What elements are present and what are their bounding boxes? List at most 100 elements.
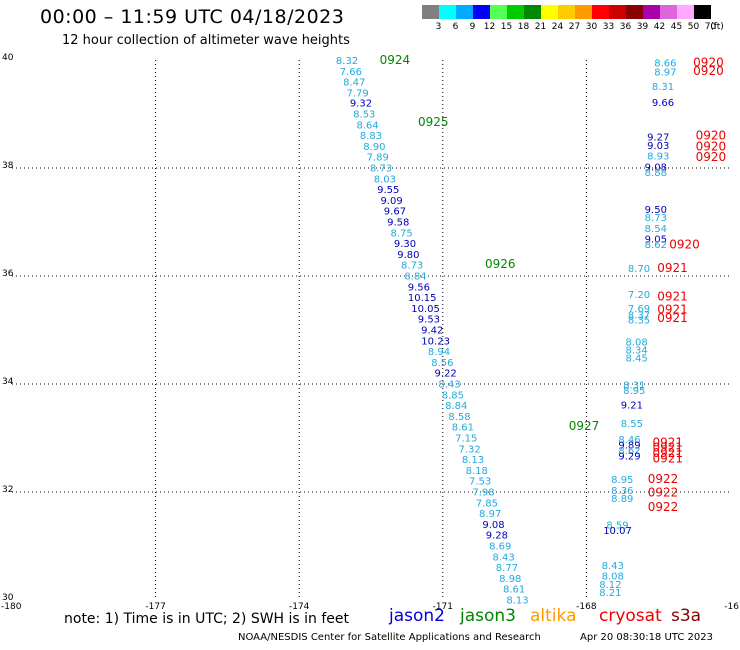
colorbar-label: 12 <box>483 22 496 32</box>
colorbar-swatch <box>660 5 677 19</box>
colorbar-swatch <box>473 5 490 19</box>
wave-height-label: 8.73 <box>370 163 392 174</box>
wave-height-label: 8.58 <box>448 412 470 423</box>
colorbar-swatch <box>422 5 439 19</box>
colorbar-swatch <box>677 5 694 19</box>
pass-time-label: 0921 <box>652 446 683 460</box>
colorbar-swatch <box>626 5 643 19</box>
pass-time-label: 0924 <box>380 53 411 67</box>
wave-height-label: 8.94 <box>428 347 450 358</box>
colorbar-label: 6 <box>452 22 459 32</box>
wave-height-label: 8.18 <box>466 466 488 477</box>
wave-height-label: 9.05 <box>645 235 667 246</box>
wave-height-label: 8.75 <box>391 228 413 239</box>
colorbar-label: 18 <box>517 22 530 32</box>
data-labels: 8.327.668.477.799.328.538.648.838.907.89… <box>336 53 726 606</box>
wave-height-label: 7.66 <box>340 67 362 78</box>
wave-height-label: 8.31 <box>652 82 674 93</box>
wave-height-label: 9.21 <box>621 401 643 412</box>
wave-height-label: 8.97 <box>479 509 501 520</box>
colorbar-swatch <box>575 5 592 19</box>
colorbar-label: 27 <box>568 22 581 32</box>
wave-height-label: 8.36 <box>611 486 633 497</box>
wave-height-label: 8.47 <box>343 78 365 89</box>
wave-height-label: 10.07 <box>603 526 632 537</box>
colorbar-swatch <box>524 5 541 19</box>
wave-height-label: 8.62 <box>645 240 667 251</box>
legend-item-jason3: jason3 <box>460 606 516 626</box>
colorbar-label: 42 <box>653 22 666 32</box>
pass-time-label: 0921 <box>652 452 683 466</box>
colorbar-label: 3 <box>435 22 442 32</box>
legend-item-s3a: s3a <box>671 606 702 626</box>
legend-item-cryosat: cryosat <box>599 606 662 626</box>
wave-height-label: 10.05 <box>411 304 440 315</box>
wave-height-label: 8.08 <box>602 572 624 583</box>
wave-height-label: 9.08 <box>482 520 504 531</box>
colorbar-label: 33 <box>602 22 615 32</box>
wave-height-label: 8.43 <box>492 552 514 563</box>
wave-height-label: 8.85 <box>442 390 464 401</box>
colorbar-label: 50 <box>687 22 700 32</box>
pass-time-label: 0922 <box>648 472 679 486</box>
pass-time-label: 0920 <box>693 56 724 70</box>
wave-height-label: 8.34 <box>626 345 648 356</box>
pass-time-label: 0920 <box>696 150 727 164</box>
wave-height-label: 8.37 <box>628 310 650 321</box>
y-tick-label: 34 <box>2 377 14 387</box>
pass-time-label: 0921 <box>652 435 683 449</box>
wave-height-label: 8.13 <box>462 455 484 466</box>
wave-height-label: 7.69 <box>628 304 650 315</box>
pass-time-label: 0920 <box>693 64 724 78</box>
wave-height-label: 8.43 <box>438 379 460 390</box>
colorbar-label: 15 <box>500 22 513 32</box>
wave-height-label: 8.93 <box>647 152 669 163</box>
wave-height-label: 8.69 <box>489 541 511 552</box>
wave-height-label: 8.89 <box>611 494 633 505</box>
pass-time-label: 0921 <box>657 261 688 275</box>
pass-time-label: 0921 <box>657 311 688 325</box>
x-tick-label: -168 <box>576 602 597 612</box>
wave-height-label: 7.15 <box>455 433 477 444</box>
wave-height-label: 7.79 <box>346 88 368 99</box>
wave-height-label: 8.21 <box>599 588 621 599</box>
wave-height-label: 8.66 <box>654 59 676 70</box>
y-tick-label: 40 <box>2 53 14 63</box>
colorbar-label: 36 <box>619 22 632 32</box>
wave-height-label: 9.56 <box>408 282 430 293</box>
y-tick-label: 36 <box>2 269 14 279</box>
wave-height-label: 7.32 <box>458 444 480 455</box>
wave-height-label: 9.28 <box>486 531 508 542</box>
wave-height-label: 9.55 <box>377 185 399 196</box>
wave-height-label: 8.95 <box>623 386 645 397</box>
legend-item-jason2: jason2 <box>389 606 445 626</box>
wave-height-label: 9.27 <box>647 133 669 144</box>
pass-time-label: 0921 <box>657 302 688 316</box>
pass-time-label: 0925 <box>418 115 449 129</box>
colorbar-label: 9 <box>469 22 476 32</box>
pass-time-label: 0926 <box>485 257 516 271</box>
colorbar-label: 30 <box>585 22 598 32</box>
wave-height-label: 8.31 <box>623 381 645 392</box>
wave-height-label: 8.12 <box>599 580 621 591</box>
wave-height-label: 9.67 <box>384 207 406 218</box>
wave-height-label: 7.85 <box>476 498 498 509</box>
wave-height-label: 9.03 <box>647 141 669 152</box>
wave-height-label: 8.77 <box>496 563 518 574</box>
colorbar-swatch <box>609 5 626 19</box>
colorbar-swatch <box>694 5 711 19</box>
wave-height-label: 8.32 <box>336 56 358 67</box>
colorbar-label: 45 <box>670 22 683 32</box>
colorbar-swatch <box>643 5 660 19</box>
wave-height-label: 8.03 <box>374 174 396 185</box>
wave-height-label: 8.43 <box>602 561 624 572</box>
wave-height-label: 8.73 <box>401 261 423 272</box>
wave-height-label: 9.42 <box>421 325 443 336</box>
colorbar-swatch <box>439 5 456 19</box>
pass-time-label: 0922 <box>648 486 679 500</box>
pass-time-label: 0920 <box>669 238 700 252</box>
wave-height-label: 8.64 <box>357 120 379 131</box>
colorbar-label: 70 <box>704 22 717 32</box>
wave-height-label: 8.90 <box>363 142 385 153</box>
